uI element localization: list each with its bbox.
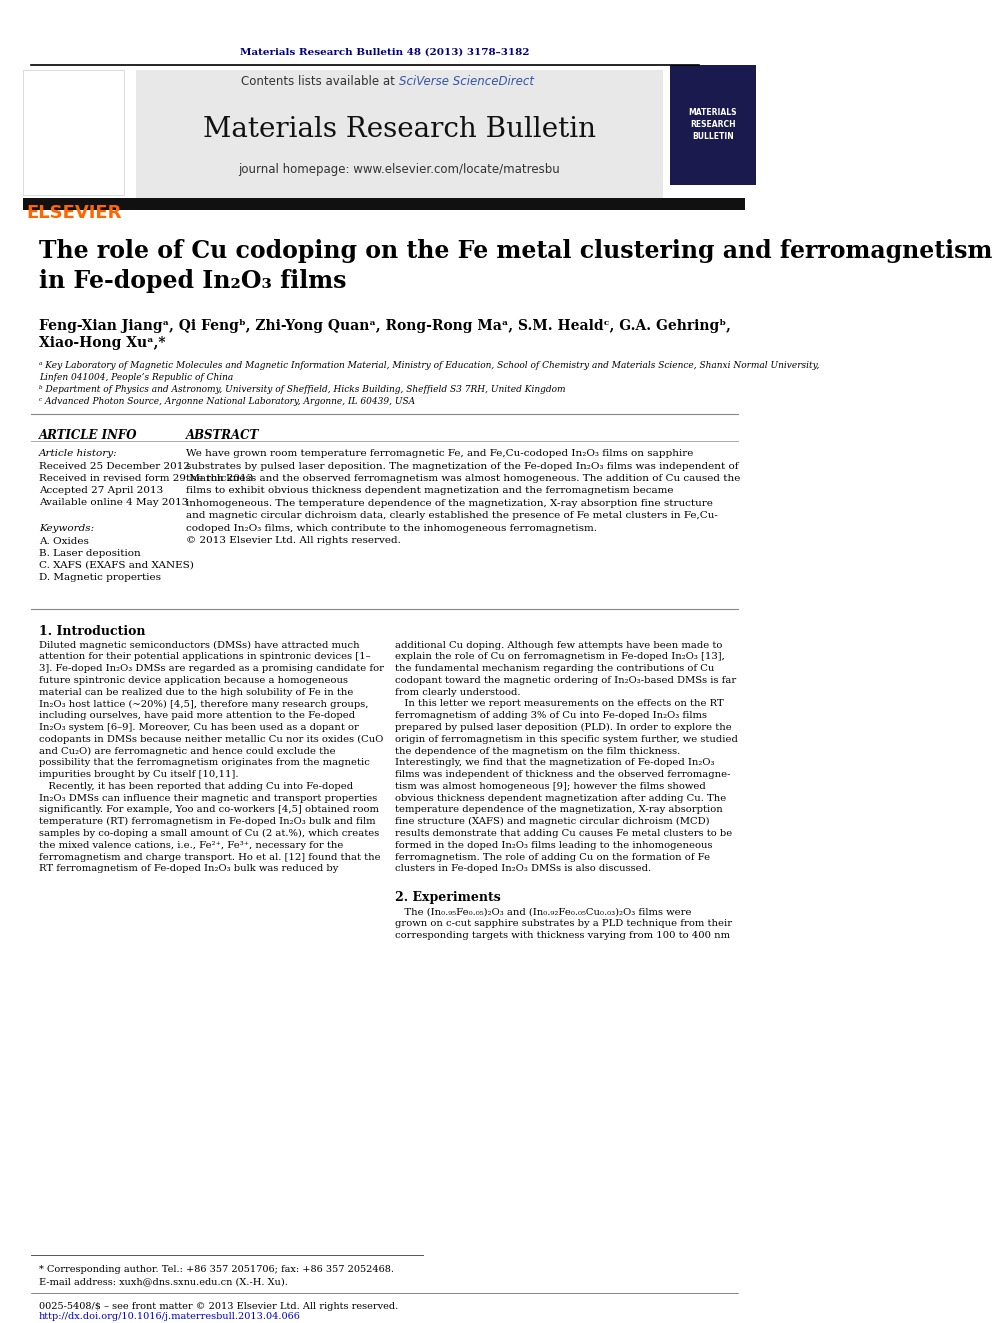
Text: Materials Research Bulletin 48 (2013) 3178–3182: Materials Research Bulletin 48 (2013) 31… (240, 48, 529, 57)
Text: MATERIALS
RESEARCH
BULLETIN: MATERIALS RESEARCH BULLETIN (688, 108, 737, 142)
Text: films to exhibit obvious thickness dependent magnetization and the ferromagnetis: films to exhibit obvious thickness depen… (186, 487, 674, 495)
Text: Accepted 27 April 2013: Accepted 27 April 2013 (39, 486, 163, 495)
Text: 2. Experiments: 2. Experiments (395, 892, 501, 904)
Text: future spintronic device application because a homogeneous: future spintronic device application bec… (39, 676, 348, 685)
Text: In₂O₃ host lattice (~20%) [4,5], therefore many research groups,: In₂O₃ host lattice (~20%) [4,5], therefo… (39, 700, 368, 709)
Text: Contents lists available at: Contents lists available at (241, 75, 399, 89)
Text: corresponding targets with thickness varying from 100 to 400 nm: corresponding targets with thickness var… (395, 930, 730, 939)
Text: substrates by pulsed laser deposition. The magnetization of the Fe-doped In₂O₃ f: substrates by pulsed laser deposition. T… (186, 462, 738, 471)
Text: results demonstrate that adding Cu causes Fe metal clusters to be: results demonstrate that adding Cu cause… (395, 830, 732, 837)
Text: B. Laser deposition: B. Laser deposition (39, 549, 141, 558)
Text: SciVerse ScienceDirect: SciVerse ScienceDirect (399, 75, 534, 89)
Text: films was independent of thickness and the observed ferromagne-: films was independent of thickness and t… (395, 770, 731, 779)
Text: Interestingly, we find that the magnetization of Fe-doped In₂O₃: Interestingly, we find that the magnetiz… (395, 758, 714, 767)
Text: obvious thickness dependent magnetization after adding Cu. The: obvious thickness dependent magnetizatio… (395, 794, 726, 803)
Text: ferromagnetism of adding 3% of Cu into Fe-doped In₂O₃ films: ferromagnetism of adding 3% of Cu into F… (395, 712, 707, 720)
Text: and magnetic circular dichroism data, clearly established the presence of Fe met: and magnetic circular dichroism data, cl… (186, 512, 718, 520)
Text: codoped In₂O₃ films, which contribute to the inhomogeneous ferromagnetism.: codoped In₂O₃ films, which contribute to… (186, 524, 597, 533)
FancyBboxPatch shape (23, 70, 124, 194)
FancyBboxPatch shape (23, 197, 745, 209)
Text: © 2013 Elsevier Ltd. All rights reserved.: © 2013 Elsevier Ltd. All rights reserved… (186, 536, 401, 545)
Text: ARTICLE INFO: ARTICLE INFO (39, 429, 137, 442)
Text: Received 25 December 2012: Received 25 December 2012 (39, 462, 189, 471)
Text: We have grown room temperature ferromagnetic Fe, and Fe,Cu-codoped In₂O₃ films o: We have grown room temperature ferromagn… (186, 448, 693, 458)
Text: Keywords:: Keywords: (39, 524, 94, 533)
Text: significantly. For example, Yoo and co-workers [4,5] obtained room: significantly. For example, Yoo and co-w… (39, 806, 379, 815)
Text: 1. Introduction: 1. Introduction (39, 624, 145, 638)
Text: material can be realized due to the high solubility of Fe in the: material can be realized due to the high… (39, 688, 353, 697)
Text: prepared by pulsed laser deposition (PLD). In order to explore the: prepared by pulsed laser deposition (PLD… (395, 724, 732, 732)
Text: fine structure (XAFS) and magnetic circular dichroism (MCD): fine structure (XAFS) and magnetic circu… (395, 818, 710, 827)
Text: inhomogeneous. The temperature dependence of the magnetization, X-ray absorption: inhomogeneous. The temperature dependenc… (186, 499, 713, 508)
Text: In this letter we report measurements on the effects on the RT: In this letter we report measurements on… (395, 700, 724, 709)
Text: codopant toward the magnetic ordering of In₂O₃-based DMSs is far: codopant toward the magnetic ordering of… (395, 676, 736, 685)
FancyBboxPatch shape (671, 65, 756, 185)
Text: the thickness and the observed ferromagnetism was almost homogeneous. The additi: the thickness and the observed ferromagn… (186, 474, 740, 483)
Text: ᵇ Department of Physics and Astronomy, University of Sheffield, Hicks Building, : ᵇ Department of Physics and Astronomy, U… (39, 385, 565, 394)
Text: Linfen 041004, People’s Republic of China: Linfen 041004, People’s Republic of Chin… (39, 373, 233, 382)
Text: The role of Cu codoping on the Fe metal clustering and ferromagnetism: The role of Cu codoping on the Fe metal … (39, 239, 992, 263)
Text: explain the role of Cu on ferromagnetism in Fe-doped In₂O₃ [13],: explain the role of Cu on ferromagnetism… (395, 652, 725, 662)
Text: D. Magnetic properties: D. Magnetic properties (39, 573, 161, 582)
Text: The (In₀.₉₅Fe₀.₀₅)₂O₃ and (In₀.₉₂Fe₀.₀₅Cu₀.₀₃)₂O₃ films were: The (In₀.₉₅Fe₀.₀₅)₂O₃ and (In₀.₉₂Fe₀.₀₅C… (395, 908, 691, 916)
Text: codopants in DMSs because neither metallic Cu nor its oxides (CuO: codopants in DMSs because neither metall… (39, 734, 383, 744)
Text: tism was almost homogeneous [9]; however the films showed: tism was almost homogeneous [9]; however… (395, 782, 706, 791)
Text: from clearly understood.: from clearly understood. (395, 688, 521, 697)
Text: Received in revised form 29 March 2013: Received in revised form 29 March 2013 (39, 474, 253, 483)
Text: ᶜ Advanced Photon Source, Argonne National Laboratory, Argonne, IL 60439, USA: ᶜ Advanced Photon Source, Argonne Nation… (39, 397, 415, 406)
Text: ᵃ Key Laboratory of Magnetic Molecules and Magnetic Information Material, Minist: ᵃ Key Laboratory of Magnetic Molecules a… (39, 361, 819, 370)
Text: including ourselves, have paid more attention to the Fe-doped: including ourselves, have paid more atte… (39, 712, 355, 720)
Text: RT ferromagnetism of Fe-doped In₂O₃ bulk was reduced by: RT ferromagnetism of Fe-doped In₂O₃ bulk… (39, 864, 338, 873)
Text: journal homepage: www.elsevier.com/locate/matresbu: journal homepage: www.elsevier.com/locat… (238, 163, 559, 176)
Text: possibility that the ferromagnetism originates from the magnetic: possibility that the ferromagnetism orig… (39, 758, 370, 767)
Text: the mixed valence cations, i.e., Fe²⁺, Fe³⁺, necessary for the: the mixed valence cations, i.e., Fe²⁺, F… (39, 841, 343, 849)
Text: ABSTRACT: ABSTRACT (186, 429, 259, 442)
Text: http://dx.doi.org/10.1016/j.materresbull.2013.04.066: http://dx.doi.org/10.1016/j.materresbull… (39, 1312, 301, 1322)
Text: E-mail address: xuxh@dns.sxnu.edu.cn (X.-H. Xu).: E-mail address: xuxh@dns.sxnu.edu.cn (X.… (39, 1277, 288, 1286)
Text: origin of ferromagnetism in this specific system further, we studied: origin of ferromagnetism in this specifi… (395, 734, 738, 744)
Text: ferromagnetism and charge transport. Ho et al. [12] found that the: ferromagnetism and charge transport. Ho … (39, 852, 380, 861)
Text: Xiao-Hong Xuᵃ,*: Xiao-Hong Xuᵃ,* (39, 336, 166, 351)
Text: C. XAFS (EXAFS and XANES): C. XAFS (EXAFS and XANES) (39, 561, 193, 570)
Text: 3]. Fe-doped In₂O₃ DMSs are regarded as a promising candidate for: 3]. Fe-doped In₂O₃ DMSs are regarded as … (39, 664, 384, 673)
Text: Feng-Xian Jiangᵃ, Qi Fengᵇ, Zhi-Yong Quanᵃ, Rong-Rong Maᵃ, S.M. Healdᶜ, G.A. Geh: Feng-Xian Jiangᵃ, Qi Fengᵇ, Zhi-Yong Qua… (39, 319, 731, 333)
Text: Article history:: Article history: (39, 448, 117, 458)
Text: Materials Research Bulletin: Materials Research Bulletin (202, 116, 595, 143)
Text: and Cu₂O) are ferromagnetic and hence could exclude the: and Cu₂O) are ferromagnetic and hence co… (39, 746, 335, 755)
Text: In₂O₃ DMSs can influence their magnetic and transport properties: In₂O₃ DMSs can influence their magnetic … (39, 794, 377, 803)
Text: the dependence of the magnetism on the film thickness.: the dependence of the magnetism on the f… (395, 746, 681, 755)
Text: clusters in Fe-doped In₂O₃ DMSs is also discussed.: clusters in Fe-doped In₂O₃ DMSs is also … (395, 864, 652, 873)
Text: A. Oxides: A. Oxides (39, 537, 88, 546)
Text: in Fe-doped In₂O₃ films: in Fe-doped In₂O₃ films (39, 270, 346, 294)
Text: temperature (RT) ferromagnetism in Fe-doped In₂O₃ bulk and film: temperature (RT) ferromagnetism in Fe-do… (39, 818, 375, 827)
Text: the fundamental mechanism regarding the contributions of Cu: the fundamental mechanism regarding the … (395, 664, 714, 673)
Text: In₂O₃ system [6–9]. Moreover, Cu has been used as a dopant or: In₂O₃ system [6–9]. Moreover, Cu has bee… (39, 724, 359, 732)
Text: ELSEVIER: ELSEVIER (26, 204, 121, 221)
Text: 0025-5408/$ – see front matter © 2013 Elsevier Ltd. All rights reserved.: 0025-5408/$ – see front matter © 2013 El… (39, 1302, 398, 1311)
Text: additional Cu doping. Although few attempts have been made to: additional Cu doping. Although few attem… (395, 640, 722, 650)
Text: ferromagnetism. The role of adding Cu on the formation of Fe: ferromagnetism. The role of adding Cu on… (395, 852, 710, 861)
Text: Recently, it has been reported that adding Cu into Fe-doped: Recently, it has been reported that addi… (39, 782, 353, 791)
Text: attention for their potential applications in spintronic devices [1–: attention for their potential applicatio… (39, 652, 370, 662)
Text: formed in the doped In₂O₃ films leading to the inhomogeneous: formed in the doped In₂O₃ films leading … (395, 841, 712, 849)
Text: samples by co-doping a small amount of Cu (2 at.%), which creates: samples by co-doping a small amount of C… (39, 830, 379, 839)
Text: grown on c-cut sapphire substrates by a PLD technique from their: grown on c-cut sapphire substrates by a … (395, 918, 732, 927)
Text: impurities brought by Cu itself [10,11].: impurities brought by Cu itself [10,11]. (39, 770, 238, 779)
FancyBboxPatch shape (136, 70, 663, 200)
Text: Diluted magnetic semiconductors (DMSs) have attracted much: Diluted magnetic semiconductors (DMSs) h… (39, 640, 359, 650)
Text: Available online 4 May 2013: Available online 4 May 2013 (39, 497, 188, 507)
Text: * Corresponding author. Tel.: +86 357 2051706; fax: +86 357 2052468.: * Corresponding author. Tel.: +86 357 20… (39, 1265, 394, 1274)
Text: temperature dependence of the magnetization, X-ray absorption: temperature dependence of the magnetizat… (395, 806, 723, 815)
